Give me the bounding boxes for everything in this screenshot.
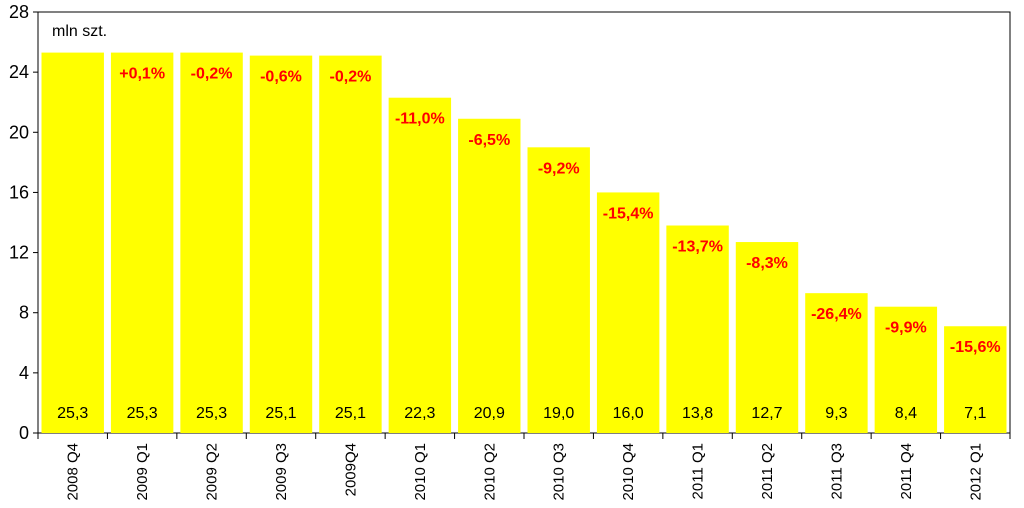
y-tick-label: 28 (9, 2, 29, 22)
change-label: -15,6% (950, 339, 1001, 356)
value-label: 20,9 (474, 405, 505, 422)
change-label: -0,6% (260, 69, 302, 86)
x-tick-label: 2009 Q1 (134, 443, 151, 501)
value-label: 16,0 (613, 405, 644, 422)
y-tick-label: 24 (9, 62, 29, 82)
bar (110, 52, 174, 433)
value-label: 25,1 (265, 405, 296, 422)
x-tick-label: 2010 Q4 (620, 443, 637, 501)
bar (735, 242, 799, 433)
value-label: 25,3 (196, 405, 227, 422)
bar (944, 326, 1007, 433)
bar (666, 225, 729, 433)
change-label: -9,9% (885, 320, 927, 337)
x-tick-label: 2011 Q4 (898, 443, 915, 499)
bar (249, 55, 313, 433)
value-label: 13,8 (682, 405, 713, 422)
x-tick-label: 2011 Q3 (828, 443, 845, 499)
value-label: 8,4 (895, 405, 917, 422)
bar (458, 118, 521, 433)
bar (41, 52, 104, 433)
value-label: 25,1 (335, 405, 366, 422)
x-tick-label: 2009 Q2 (204, 443, 221, 501)
value-label: 25,3 (127, 405, 158, 422)
x-tick-label: 2010 Q1 (412, 443, 429, 501)
x-tick-label: 2010 Q2 (481, 443, 498, 501)
x-tick-label: 2008 Q4 (65, 443, 82, 501)
x-tick-label: 2010 Q3 (551, 443, 568, 501)
y-tick-label: 12 (9, 243, 29, 263)
x-tick-label: 2011 Q1 (690, 443, 707, 499)
y-tick-label: 8 (19, 303, 29, 323)
bar (527, 147, 590, 434)
y-tick-label: 0 (19, 423, 29, 443)
bar (596, 192, 660, 433)
x-tick-label: 2009 Q3 (273, 443, 290, 501)
value-label: 25,3 (57, 405, 88, 422)
change-label: -0,2% (191, 66, 233, 83)
unit-label: mln szt. (52, 23, 107, 40)
change-label: -11,0% (395, 111, 445, 128)
y-tick-label: 16 (9, 182, 29, 202)
change-label: -6,5% (468, 132, 510, 149)
value-label: 7,1 (964, 405, 986, 422)
bar (874, 306, 938, 433)
change-label: -15,4% (603, 205, 654, 222)
x-tick-label: 2012 Q1 (967, 443, 984, 501)
change-label: -26,4% (811, 306, 862, 323)
change-label: +0,1% (119, 66, 165, 83)
axes-group: 0 4 8 12 16 20 24 28 2008 Q4 2009 Q1 2009 Q2 2009 Q… (9, 2, 1011, 501)
change-label: -9,2% (538, 160, 580, 177)
change-label: -13,7% (672, 239, 723, 256)
y-tick-label: 4 (19, 363, 29, 383)
x-tick-label: 2011 Q2 (759, 443, 776, 499)
value-label: 12,7 (751, 405, 782, 422)
bar (388, 97, 452, 433)
value-label: 19,0 (543, 405, 574, 422)
y-tick-label: 20 (9, 122, 29, 142)
x-tick-label: 2009Q4 (342, 443, 359, 496)
value-label: 9,3 (825, 405, 847, 422)
change-label: -0,2% (330, 69, 372, 86)
bar (319, 55, 382, 433)
bar (805, 293, 868, 433)
bar (180, 52, 243, 433)
value-label: 22,3 (404, 405, 435, 422)
bars-group: 25,3 25,3 +0,1% 25,3 -0,2% 25,1 -0,6% 25,1 -0,2%… (41, 52, 1007, 434)
change-label: -8,3% (746, 255, 788, 272)
